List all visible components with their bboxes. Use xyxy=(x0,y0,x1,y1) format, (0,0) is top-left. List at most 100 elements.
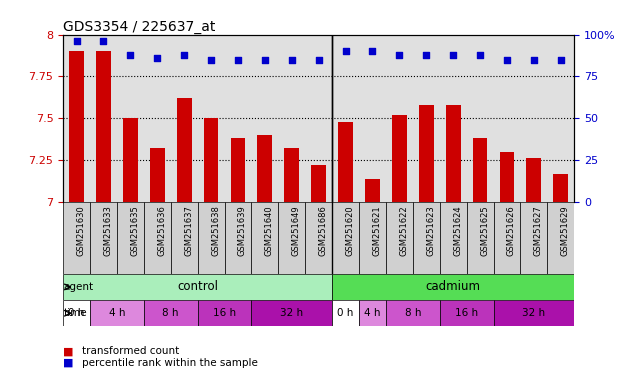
Text: GSM251620: GSM251620 xyxy=(346,205,355,256)
Text: GSM251633: GSM251633 xyxy=(103,205,112,257)
Text: GSM251638: GSM251638 xyxy=(211,205,220,257)
Text: 0 h: 0 h xyxy=(68,308,85,318)
Bar xyxy=(386,202,413,274)
Bar xyxy=(251,300,332,326)
Point xyxy=(422,51,432,58)
Text: 4 h: 4 h xyxy=(109,308,125,318)
Text: time: time xyxy=(64,308,87,318)
Point xyxy=(367,48,377,55)
Bar xyxy=(386,300,440,326)
Bar xyxy=(257,135,272,202)
Text: 32 h: 32 h xyxy=(280,308,304,318)
Bar xyxy=(311,165,326,202)
Text: GSM251621: GSM251621 xyxy=(372,205,382,256)
Bar xyxy=(150,149,165,202)
Bar xyxy=(493,202,521,274)
Bar xyxy=(526,159,541,202)
Text: GSM251640: GSM251640 xyxy=(265,205,274,256)
Bar xyxy=(419,105,433,202)
Text: GSM251639: GSM251639 xyxy=(238,205,247,257)
Text: 8 h: 8 h xyxy=(162,308,179,318)
Text: GSM251623: GSM251623 xyxy=(427,205,435,257)
Point xyxy=(394,51,404,58)
Bar xyxy=(285,149,299,202)
Point xyxy=(206,56,216,63)
Point xyxy=(502,56,512,63)
Text: GSM251686: GSM251686 xyxy=(319,205,327,257)
Bar xyxy=(305,202,332,274)
Bar xyxy=(440,202,466,274)
Bar xyxy=(359,202,386,274)
Text: GSM251626: GSM251626 xyxy=(507,205,516,257)
Bar xyxy=(63,202,90,274)
Point xyxy=(152,55,162,61)
Bar xyxy=(392,115,407,202)
Text: GSM251630: GSM251630 xyxy=(76,205,86,257)
Text: cadmium: cadmium xyxy=(426,280,481,293)
Bar xyxy=(338,122,353,202)
Bar xyxy=(63,300,90,326)
Point xyxy=(71,38,81,44)
Bar xyxy=(198,300,251,326)
Bar xyxy=(144,202,171,274)
Bar xyxy=(251,202,278,274)
Bar xyxy=(332,274,574,300)
Bar xyxy=(413,202,440,274)
Text: GSM251622: GSM251622 xyxy=(399,205,408,256)
Text: 8 h: 8 h xyxy=(404,308,421,318)
Bar xyxy=(278,202,305,274)
Bar xyxy=(171,202,198,274)
Point xyxy=(260,56,270,63)
Text: 4 h: 4 h xyxy=(364,308,380,318)
Bar xyxy=(500,152,514,202)
Text: ■: ■ xyxy=(63,358,74,368)
Text: 16 h: 16 h xyxy=(213,308,236,318)
Bar xyxy=(198,202,225,274)
Text: 0 h: 0 h xyxy=(338,308,354,318)
Bar xyxy=(230,138,245,202)
Text: ■: ■ xyxy=(63,346,74,356)
Text: GSM251627: GSM251627 xyxy=(534,205,543,257)
Bar xyxy=(225,202,251,274)
Bar xyxy=(359,300,386,326)
Text: 32 h: 32 h xyxy=(522,308,545,318)
Bar xyxy=(553,174,568,202)
Bar xyxy=(332,300,359,326)
Point xyxy=(286,56,297,63)
Bar xyxy=(144,300,198,326)
Bar xyxy=(90,202,117,274)
Bar xyxy=(204,118,218,202)
Point xyxy=(556,56,566,63)
Point xyxy=(126,51,136,58)
Text: percentile rank within the sample: percentile rank within the sample xyxy=(82,358,258,368)
Bar xyxy=(332,202,359,274)
Text: GSM251649: GSM251649 xyxy=(292,205,301,256)
Point xyxy=(475,51,485,58)
Bar xyxy=(177,98,192,202)
Point xyxy=(314,56,324,63)
Point xyxy=(98,38,109,44)
Bar xyxy=(69,51,84,202)
Text: GSM251629: GSM251629 xyxy=(561,205,570,256)
Text: 16 h: 16 h xyxy=(455,308,478,318)
Bar xyxy=(96,51,111,202)
Bar xyxy=(117,202,144,274)
Point xyxy=(341,48,351,55)
Point xyxy=(529,56,539,63)
Bar xyxy=(466,202,493,274)
Text: GSM251625: GSM251625 xyxy=(480,205,489,256)
Bar xyxy=(123,118,138,202)
Point xyxy=(179,51,189,58)
Bar xyxy=(473,138,488,202)
Text: GSM251624: GSM251624 xyxy=(453,205,462,256)
Bar xyxy=(365,179,380,202)
Text: transformed count: transformed count xyxy=(82,346,179,356)
Text: GSM251635: GSM251635 xyxy=(131,205,139,257)
Text: GSM251636: GSM251636 xyxy=(157,205,166,257)
Text: GDS3354 / 225637_at: GDS3354 / 225637_at xyxy=(63,20,215,33)
Point xyxy=(448,51,458,58)
Text: GSM251637: GSM251637 xyxy=(184,205,193,257)
Bar xyxy=(63,274,332,300)
Point xyxy=(233,56,243,63)
Bar xyxy=(440,300,493,326)
